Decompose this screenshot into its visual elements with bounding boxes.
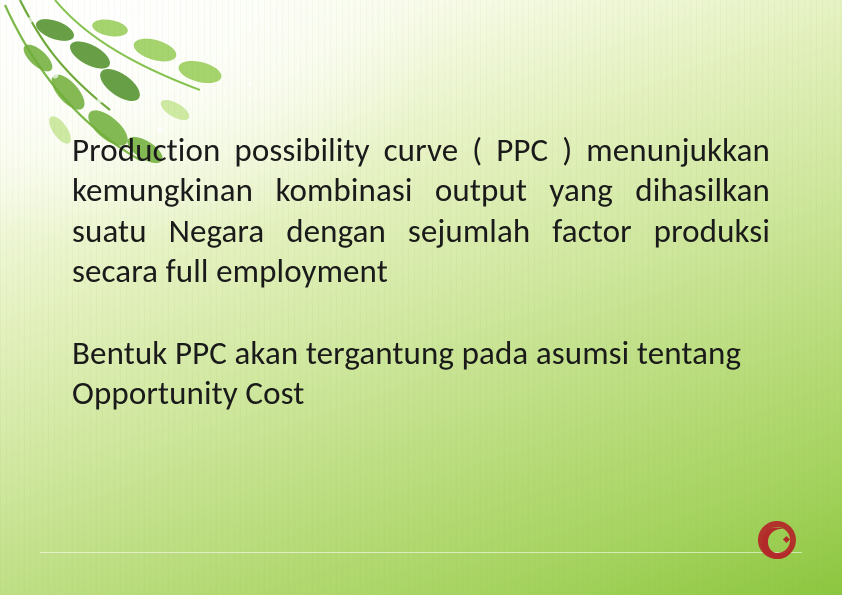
paragraph-2: Bentuk PPC akan tergantung pada asumsi t… <box>72 333 770 414</box>
paragraph-1: Production possibility curve ( PPC ) men… <box>72 130 770 291</box>
slide: Production possibility curve ( PPC ) men… <box>0 0 842 595</box>
footer-divider <box>40 552 802 553</box>
slide-body: Production possibility curve ( PPC ) men… <box>0 0 842 414</box>
brand-logo-icon <box>754 517 800 563</box>
